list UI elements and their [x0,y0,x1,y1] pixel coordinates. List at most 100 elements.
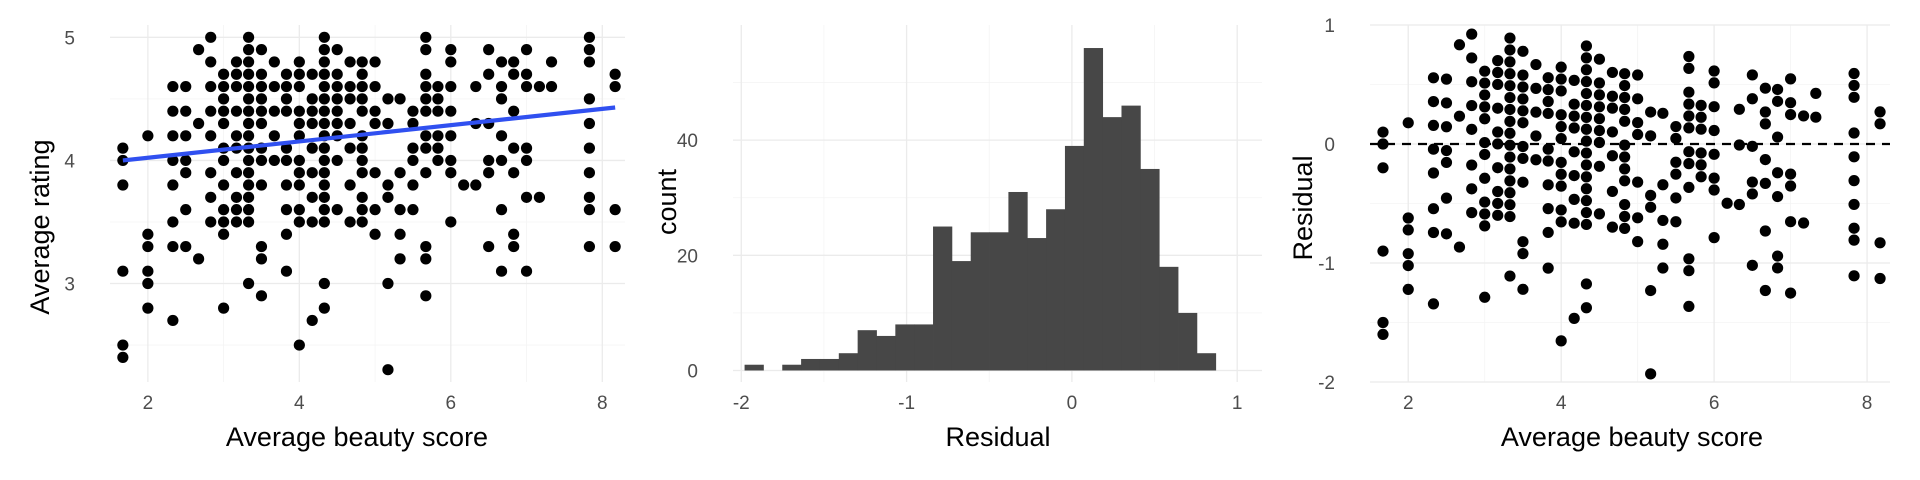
residual-point [1848,270,1860,282]
data-point [583,93,596,105]
residual-point [1479,208,1491,220]
y-tick-label: 40 [677,131,698,152]
residual-point [1542,203,1554,215]
residual-point [1517,81,1529,93]
data-point [520,154,533,167]
residual-point [1479,196,1491,208]
residual-point [1771,95,1784,107]
residual-point [1606,90,1619,102]
residual-point [1746,259,1758,271]
data-point [242,167,255,179]
residual-point [1504,56,1516,68]
residual-point [1708,232,1720,244]
residual-point [1517,93,1529,105]
data-point [445,216,457,228]
histogram-bar [914,324,934,371]
data-point [280,154,293,167]
histogram-bar [744,364,764,371]
data-point [520,142,533,154]
data-point [180,167,192,179]
residual-point [1555,156,1567,168]
residual-point [1402,212,1414,224]
residual-point [1530,58,1542,71]
data-point [167,240,179,253]
data-point [545,56,558,68]
data-point [255,44,268,56]
data-point [583,191,596,203]
data-point [445,56,457,68]
x-tick-label: -2 [733,393,750,414]
data-point [356,80,368,93]
residual-point [1619,222,1631,234]
data-point [331,117,343,130]
data-point [483,154,495,167]
data-point [180,130,192,142]
data-point [280,265,293,277]
data-point [280,105,293,117]
data-point [445,105,457,117]
x-tick-label: 8 [1862,393,1873,414]
data-point [609,204,621,216]
data-point [432,154,444,167]
data-point [306,167,318,179]
residual-point [1619,198,1631,211]
y-ticks-2: 0 20 40 [677,131,698,382]
data-point [167,314,179,327]
residual-point [1606,221,1619,233]
residual-point [1427,226,1440,239]
histogram-bar [933,226,953,371]
y-axis-title: Residual [1288,155,1318,260]
data-point [583,204,596,216]
residual-point [1695,111,1707,123]
data-point [242,216,255,228]
residual-point [1453,241,1466,253]
data-point [218,228,230,240]
data-point [268,80,280,93]
data-point [268,56,280,68]
residual-point [1555,204,1567,216]
residual-point [1580,123,1593,135]
residual-point [1466,52,1478,64]
residual-point [1479,220,1491,232]
data-point [242,117,255,130]
data-point [356,142,368,154]
data-point [230,204,243,216]
data-point [117,265,129,277]
residual-point [1517,152,1529,165]
data-point [420,253,432,265]
data-point [344,117,356,130]
data-point [242,44,255,56]
residual-point [1492,66,1504,79]
residual-point [1504,270,1516,282]
y-tick-label: -1 [1318,254,1335,275]
data-point [394,167,406,179]
residual-point [1377,245,1389,257]
data-point [344,93,356,105]
data-point [255,179,268,191]
residual-point [1402,283,1414,295]
data-point [318,302,330,314]
residual-point [1683,110,1695,122]
residual-point [1542,155,1554,167]
residual-point [1683,122,1695,134]
data-point [508,56,520,68]
data-point [205,105,217,117]
residual-point [1670,132,1682,145]
residual-point [1797,110,1810,122]
residual-point [1555,180,1567,192]
residual-point [1542,107,1554,120]
residual-point [1427,95,1440,108]
data-point [609,240,621,253]
residual-point [1670,216,1682,228]
data-point [280,80,293,93]
residual-point [1619,210,1631,223]
data-point [167,80,179,93]
residual-point [1874,106,1886,118]
residual-point [1848,198,1860,211]
residual-point [1683,158,1695,170]
data-point [344,56,356,68]
data-point [420,31,432,43]
residual-point [1479,113,1491,125]
data-point [407,154,419,167]
data-point [318,80,330,93]
